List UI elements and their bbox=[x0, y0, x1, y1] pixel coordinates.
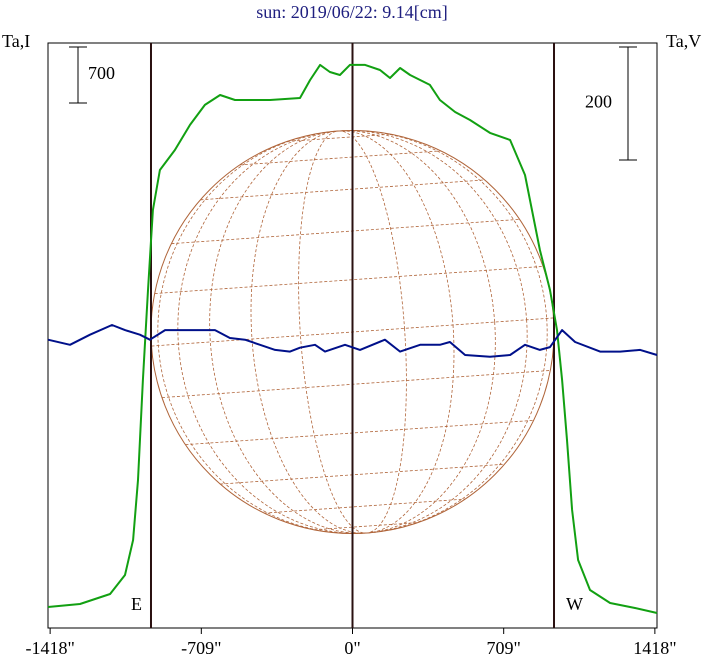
data-line bbox=[47, 63, 658, 614]
data-line bbox=[47, 324, 658, 358]
x-tick-label: -709" bbox=[181, 638, 221, 658]
limb-label: W bbox=[566, 594, 583, 614]
y-axis-label: Ta,I bbox=[2, 31, 30, 51]
limb-label: E bbox=[131, 594, 142, 614]
x-tick-label: -1418" bbox=[25, 638, 74, 658]
y2-axis-label: Ta,V bbox=[666, 31, 701, 51]
sun-grid-line bbox=[220, 463, 505, 485]
sun-grid-line bbox=[264, 498, 466, 514]
x-tick-label: 1418" bbox=[633, 638, 676, 658]
sun-grid-line bbox=[239, 150, 441, 166]
sun-grid-line bbox=[200, 179, 485, 201]
sun-grid-line bbox=[171, 218, 520, 245]
x-tick-label: 709" bbox=[487, 638, 521, 658]
sun-grid-line bbox=[286, 133, 391, 142]
scale-bar-label: 200 bbox=[585, 92, 612, 112]
sun-grid-line bbox=[314, 522, 419, 531]
chart-title: sun: 2019/06/22: 9.14[cm] bbox=[256, 2, 448, 22]
scale-bar-label: 700 bbox=[88, 63, 115, 83]
sun-grid-line bbox=[185, 419, 534, 446]
x-tick-label: 0" bbox=[344, 638, 360, 658]
sun-grid bbox=[151, 130, 554, 534]
